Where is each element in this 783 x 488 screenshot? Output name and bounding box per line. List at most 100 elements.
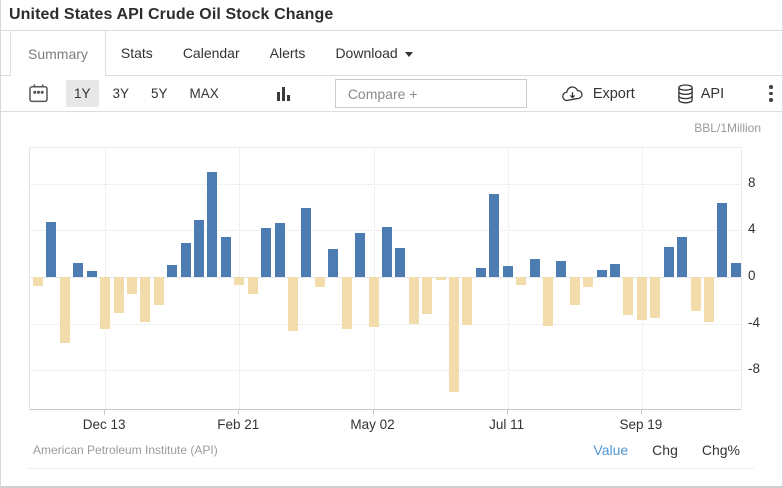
negative-bar xyxy=(153,276,164,305)
negative-bar xyxy=(623,276,634,316)
tab-alerts-label: Alerts xyxy=(269,45,306,61)
positive-bar xyxy=(730,262,741,277)
positive-bar xyxy=(395,247,406,277)
positive-bar xyxy=(502,266,513,277)
y-axis-unit-label: BBL/1Million xyxy=(694,121,761,135)
page-title: United States API Crude Oil Stock Change xyxy=(9,6,334,23)
y-axis-tick-label: -8 xyxy=(748,361,761,377)
positive-bar xyxy=(610,264,621,277)
x-axis-tick xyxy=(506,410,508,415)
positive-bar xyxy=(274,223,285,277)
tab-stats[interactable]: Stats xyxy=(106,31,168,75)
positive-bar xyxy=(677,237,688,277)
y-gridline xyxy=(30,323,741,325)
negative-bar xyxy=(140,276,151,323)
positive-bar xyxy=(596,269,607,277)
positive-bar xyxy=(73,262,84,277)
positive-bar xyxy=(475,267,486,277)
negative-bar xyxy=(636,276,647,321)
positive-bar xyxy=(220,237,231,277)
negative-bar xyxy=(113,276,124,314)
calendar-range-button[interactable] xyxy=(28,83,49,104)
range-max-button[interactable]: MAX xyxy=(189,86,219,101)
negative-bar xyxy=(569,276,580,305)
negative-bar xyxy=(408,276,419,324)
chevron-down-icon xyxy=(404,51,413,57)
negative-bar xyxy=(287,276,298,331)
api-label: API xyxy=(700,85,725,102)
chart-area: BBL/1Million 8 4 0 -4 -8 Dec 13 Feb 21 May 02 Ju… xyxy=(1,112,782,435)
y-gridline xyxy=(30,276,741,278)
y-axis-tick-label: 8 xyxy=(748,174,756,190)
tab-bar: Summary Stats Calendar Alerts Download xyxy=(1,31,782,76)
database-icon xyxy=(677,83,701,104)
negative-bar xyxy=(690,276,701,311)
positive-bar xyxy=(328,248,339,277)
positive-bar xyxy=(261,227,272,277)
negative-bar xyxy=(462,276,473,325)
tab-calendar[interactable]: Calendar xyxy=(168,31,255,75)
negative-bar xyxy=(449,276,460,393)
positive-bar xyxy=(86,271,97,277)
x-axis-tick-label: Jul 11 xyxy=(489,417,525,432)
range-selector: 1Y 3Y 5Y MAX xyxy=(66,80,233,107)
tab-summary-label: Summary xyxy=(28,45,88,62)
chart-type-button[interactable] xyxy=(276,86,290,101)
mode-chg-link[interactable]: Chg xyxy=(652,441,678,458)
negative-bar xyxy=(59,276,70,344)
cloud-download-icon xyxy=(561,85,593,103)
negative-bar xyxy=(704,276,714,323)
y-axis-tick-label: 4 xyxy=(748,221,756,237)
positive-bar xyxy=(46,222,57,277)
range-1y-button[interactable]: 1Y xyxy=(66,80,99,107)
positive-bar xyxy=(355,232,366,277)
positive-bar xyxy=(180,243,191,277)
chart-toolbar: 1Y 3Y 5Y MAX Export xyxy=(1,76,782,112)
x-axis-tick xyxy=(640,410,642,415)
x-axis-tick xyxy=(104,410,106,415)
tab-alerts[interactable]: Alerts xyxy=(255,31,321,75)
api-button[interactable]: API xyxy=(677,83,725,104)
negative-bar xyxy=(126,276,137,295)
kebab-menu-icon xyxy=(769,83,773,103)
x-gridline xyxy=(507,148,509,409)
range-3y-button[interactable]: 3Y xyxy=(112,86,130,101)
negative-bar xyxy=(650,276,661,318)
value-mode-switcher: Value Chg Chg% xyxy=(569,442,740,458)
positive-bar xyxy=(663,246,674,277)
calendar-icon xyxy=(28,83,49,104)
tab-download[interactable]: Download xyxy=(320,31,427,75)
x-axis-tick-label: Feb 21 xyxy=(217,417,260,432)
footer-divider xyxy=(29,468,754,469)
compare-input[interactable] xyxy=(334,79,527,108)
negative-bar xyxy=(247,276,258,295)
negative-bar xyxy=(341,276,352,330)
export-button[interactable]: Export xyxy=(561,85,635,103)
negative-bar xyxy=(314,276,325,288)
x-axis-tick-label: Dec 13 xyxy=(82,417,126,432)
positive-bar xyxy=(207,171,218,277)
tab-summary[interactable]: Summary xyxy=(10,31,106,76)
source-attribution: American Petroleum Institute (API) xyxy=(33,442,218,457)
chart-footer: American Petroleum Institute (API) Value… xyxy=(1,435,782,464)
positive-bar xyxy=(529,259,540,277)
negative-bar xyxy=(516,276,527,286)
mode-value-link[interactable]: Value xyxy=(593,441,629,458)
negative-bar xyxy=(100,276,111,330)
negative-bar xyxy=(435,276,446,281)
kebab-menu-button[interactable] xyxy=(769,83,773,103)
export-label: Export xyxy=(592,85,635,102)
mode-chgpct-link[interactable]: Chg% xyxy=(701,441,740,458)
tab-download-label: Download xyxy=(335,45,398,61)
positive-bar xyxy=(489,194,500,277)
negative-bar xyxy=(422,276,433,315)
positive-bar xyxy=(301,208,312,277)
tab-stats-label: Stats xyxy=(120,45,153,61)
x-axis-tick-label: Sep 19 xyxy=(619,417,663,432)
positive-bar xyxy=(194,219,205,277)
range-5y-button[interactable]: 5Y xyxy=(151,86,168,101)
negative-bar xyxy=(583,276,594,288)
y-axis-tick-label: -4 xyxy=(748,314,761,330)
negative-bar xyxy=(33,276,43,287)
